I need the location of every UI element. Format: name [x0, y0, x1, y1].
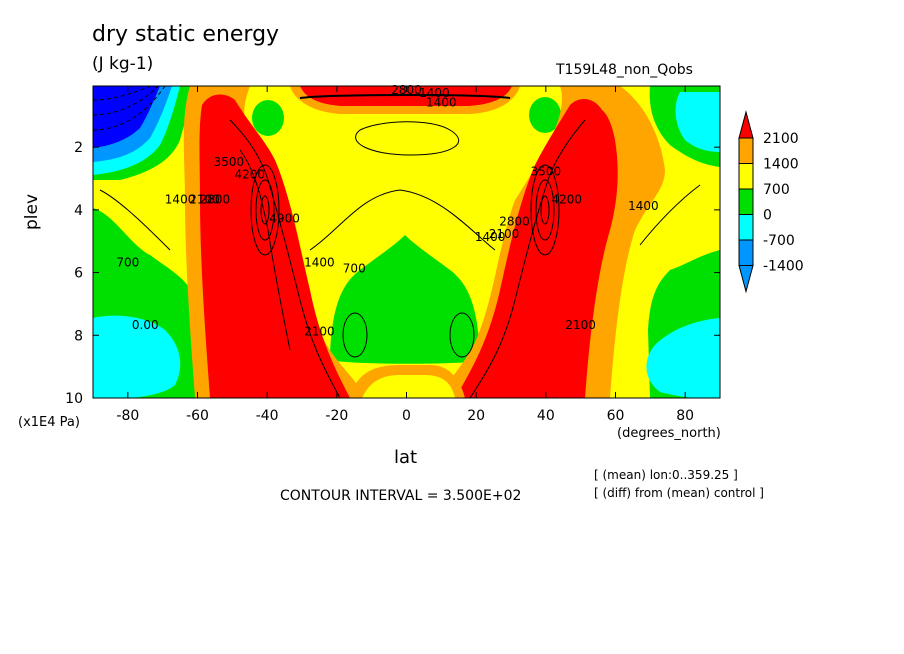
x-axis-units: (degrees_north) [617, 426, 721, 441]
contour-label: 2800 [499, 215, 530, 229]
contour-line [260, 195, 270, 225]
legend-label: 1400 [763, 157, 799, 173]
contour-line [540, 195, 550, 225]
x-tick-label: 80 [676, 408, 694, 424]
fill-gt2100-south [199, 94, 350, 398]
footnote-diff: [ (diff) from (mean) control ] [594, 486, 764, 500]
legend-label: -700 [763, 233, 795, 249]
legend-swatch [738, 163, 754, 190]
contour-label: 4200 [234, 168, 265, 182]
fill-700-1400-surface [362, 375, 455, 398]
contour-label: 1400 [165, 193, 196, 207]
run-name: T159L48_non_Qobs [556, 62, 693, 78]
color-legend: 2100 1400 700 0 -700 -1400 [738, 110, 804, 294]
contour-line [93, 86, 166, 131]
legend-label: -1400 [763, 259, 804, 275]
contour-label: 1400 [304, 255, 335, 269]
contour-line [449, 312, 475, 358]
contour-label: 2100 [304, 324, 335, 338]
contour-label: 1400 [628, 199, 659, 213]
contour-line [255, 179, 275, 241]
legend-swatch [738, 188, 754, 215]
chart-units: (J kg-1) [92, 54, 154, 74]
x-tick-label: -60 [186, 408, 209, 424]
contour-label: 2100 [565, 318, 596, 332]
legend-swatch [738, 214, 754, 241]
fill-gt2100-north [455, 98, 618, 398]
y-tick-label: 2 [74, 140, 83, 156]
fill-0-700-tropics [330, 235, 482, 364]
contour-interval-note: CONTOUR INTERVAL = 3.500E+02 [280, 488, 522, 504]
legend-label: 2100 [763, 131, 799, 147]
contour-label: 2800 [200, 193, 231, 207]
contour-label: 1400 [475, 230, 506, 244]
x-tick-label: 20 [467, 408, 485, 424]
x-tick-label: 0 [402, 408, 411, 424]
legend-swatch-bottom-arrow [738, 265, 754, 294]
contour-line [535, 179, 555, 241]
x-tick-label: -80 [116, 408, 139, 424]
x-axis-label: lat [394, 447, 418, 468]
contour-fill [93, 86, 720, 398]
contour-label: 4200 [551, 193, 582, 207]
contour-label: 1400 [426, 95, 457, 109]
x-tick-label: 60 [607, 408, 625, 424]
legend-swatch [738, 239, 754, 266]
fill-1400-2100-upper [290, 86, 520, 114]
contour-label: 3500 [214, 155, 245, 169]
x-axis: -80 -60 -40 -20 0 20 40 60 80 [116, 86, 694, 424]
contour-label: 1400 [419, 86, 450, 100]
fill-neg1400-south-polar [93, 86, 160, 148]
chart-title: dry static energy [92, 22, 280, 47]
contour-line [469, 119, 586, 398]
contour-label: 700 [116, 255, 139, 269]
contour-lines [93, 86, 701, 398]
legend-swatch-top-arrow [738, 110, 754, 139]
contour-line [299, 94, 511, 99]
legend-swatch [738, 137, 754, 164]
contour-label: 0.00 [132, 318, 159, 332]
y-tick-label: 6 [74, 266, 83, 282]
contour-label: 4900 [269, 211, 300, 225]
contour-label: 700 [343, 262, 366, 276]
contour-label: 3500 [531, 164, 562, 178]
y-axis: 2 4 6 8 10 [65, 140, 720, 407]
y-axis-units: (x1E4 Pa) [18, 415, 80, 430]
contour-line [309, 189, 496, 251]
x-tick-label: -40 [256, 408, 279, 424]
legend-label: 700 [763, 182, 790, 198]
contour-line [93, 86, 159, 116]
contour-line [639, 184, 701, 246]
contour-label: 2100 [189, 193, 220, 207]
contour-line [342, 312, 368, 358]
legend-label: 0 [763, 208, 772, 224]
fill-neg-southwest [93, 315, 181, 398]
contour-line [99, 189, 171, 251]
contour-line [355, 121, 460, 156]
contour-label: 2100 [489, 227, 520, 241]
fill-0-700-upper-20n [529, 97, 561, 133]
x-tick-label: -20 [325, 408, 348, 424]
y-tick-label: 4 [74, 203, 83, 219]
y-tick-label: 8 [74, 328, 83, 344]
contour-line [530, 164, 560, 256]
fill-neg-north-polar [675, 92, 720, 152]
x-tick-label: 40 [537, 408, 555, 424]
fill-0-700-upper-20s [252, 100, 284, 136]
contour-line [250, 164, 280, 256]
contour-line [239, 149, 291, 351]
fill-neg-northeast [646, 318, 720, 398]
footnote-mean: [ (mean) lon:0..359.25 ] [594, 468, 738, 482]
contour-line [229, 119, 341, 398]
y-tick-label: 10 [65, 391, 83, 407]
